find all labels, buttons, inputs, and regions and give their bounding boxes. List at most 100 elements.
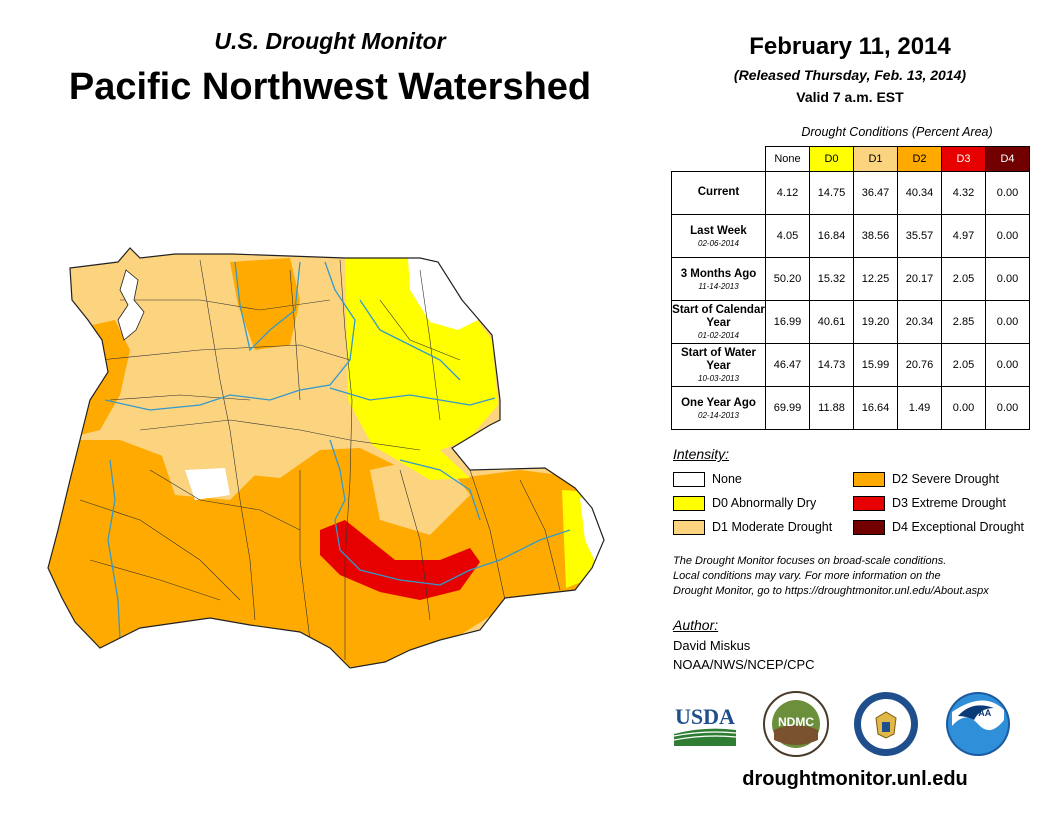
- conditions-header-row: None D0 D1 D2 D3 D4: [672, 146, 1030, 172]
- salmon-river: [399, 459, 481, 521]
- col-d0: D0: [809, 146, 854, 172]
- cell-d2: 40.34: [897, 171, 942, 215]
- disclaimer-note: The Drought Monitor focuses on broad-sca…: [673, 554, 1043, 599]
- col-none: None: [765, 146, 810, 172]
- cell-d3: 2.05: [941, 343, 986, 387]
- map-date: February 11, 2014: [749, 33, 951, 60]
- okanogan-river: [234, 261, 301, 352]
- drought-map: [47, 247, 605, 669]
- cell-d3: 4.97: [941, 214, 986, 258]
- d2-north-cascades-area: [230, 258, 300, 350]
- row-label: Start of Water Year 10-03-2013: [671, 343, 766, 387]
- valid-time: Valid 7 a.m. EST: [796, 89, 904, 105]
- cell-none: 46.47: [765, 343, 810, 387]
- col-d4: D4: [985, 146, 1030, 172]
- cell-none: 69.99: [765, 386, 810, 430]
- cell-d1: 36.47: [853, 171, 898, 215]
- col-d2: D2: [897, 146, 942, 172]
- columbia-river: [104, 261, 356, 411]
- cell-d4: 0.00: [985, 214, 1030, 258]
- note-line-2: Local conditions may vary. For more info…: [673, 570, 941, 582]
- cell-d0: 11.88: [809, 386, 854, 430]
- usda-logo: USDA: [673, 704, 737, 746]
- cell-d0: 40.61: [809, 300, 854, 344]
- cell-d2: 20.76: [897, 343, 942, 387]
- legend-swatch-d1: [673, 520, 705, 535]
- row-label: One Year Ago 02-14-2013: [671, 386, 766, 430]
- none-area-central: [185, 468, 230, 500]
- cell-d4: 0.00: [985, 300, 1030, 344]
- cell-d2: 35.57: [897, 214, 942, 258]
- cell-d1: 12.25: [853, 257, 898, 301]
- row-label: Start of Calendar Year 01-02-2014: [671, 300, 766, 344]
- header-blank-cell: [672, 147, 766, 172]
- snake-river: [329, 439, 571, 586]
- cell-d3: 2.05: [941, 257, 986, 301]
- legend-label-d4: D4 Exceptional Drought: [892, 520, 1025, 534]
- row-label: Current: [671, 171, 766, 215]
- note-line-3: Drought Monitor, go to https://droughtmo…: [673, 585, 989, 597]
- conditions-table: None D0 D1 D2 D3 D4 Current 4.12 14.75 3…: [671, 146, 1030, 430]
- legend-label-d3: D3 Extreme Drought: [892, 496, 1006, 510]
- table-row-start-of-calendar-year: Start of Calendar Year 01-02-2014 16.99 4…: [671, 300, 1030, 344]
- commerce-seal: [854, 692, 918, 756]
- footer-url[interactable]: droughtmonitor.unl.edu: [742, 768, 968, 790]
- ndmc-logo-text: NDMC: [778, 715, 814, 729]
- author-name: David Miskus: [673, 638, 751, 653]
- cell-none: 16.99: [765, 300, 810, 344]
- cell-d4: 0.00: [985, 171, 1030, 215]
- map-subtitle: U.S. Drought Monitor: [214, 28, 446, 54]
- puget-sound-water: [117, 269, 145, 341]
- cell-d4: 0.00: [985, 257, 1030, 301]
- legend-swatch-none: [673, 472, 705, 487]
- d3-southwest-area: [215, 625, 248, 645]
- ndmc-logo: NDMC: [763, 691, 829, 757]
- legend-swatch-d0: [673, 496, 705, 511]
- usda-logo-text: USDA: [675, 704, 735, 729]
- legend-label-d2: D2 Severe Drought: [892, 472, 1000, 486]
- cell-d2: 20.34: [897, 300, 942, 344]
- legend-swatch-d4: [853, 520, 885, 535]
- cell-none: 4.12: [765, 171, 810, 215]
- conditions-caption: Drought Conditions (Percent Area): [801, 125, 993, 139]
- table-row-one-year-ago: One Year Ago 02-14-2013 69.99 11.88 16.64…: [671, 386, 1030, 430]
- author-heading: Author:: [673, 617, 719, 633]
- willamette-river: [107, 459, 121, 641]
- none-area-north: [408, 258, 478, 330]
- cell-d3: 2.85: [941, 300, 986, 344]
- table-row-last-week: Last Week 02-06-2014 4.05 16.84 38.56 35.…: [671, 214, 1030, 258]
- d3-snake-river-area: [320, 520, 480, 600]
- noaa-logo-text: NOAA: [965, 708, 992, 718]
- cell-d3: 4.32: [941, 171, 986, 215]
- cell-d1: 15.99: [853, 343, 898, 387]
- cell-d2: 1.49: [897, 386, 942, 430]
- clark-fork-river: [329, 387, 496, 406]
- region-outline: [47, 247, 605, 669]
- row-label: Last Week 02-06-2014: [671, 214, 766, 258]
- cell-none: 50.20: [765, 257, 810, 301]
- cell-d1: 16.64: [853, 386, 898, 430]
- note-line-1: The Drought Monitor focuses on broad-sca…: [673, 555, 947, 567]
- table-row-current: Current 4.12 14.75 36.47 40.34 4.32 0.00: [671, 171, 1030, 215]
- kootenai-river: [359, 299, 461, 381]
- legend-heading: Intensity:: [673, 446, 730, 462]
- cell-d0: 14.73: [809, 343, 854, 387]
- cell-d1: 38.56: [853, 214, 898, 258]
- cell-d4: 0.00: [985, 386, 1030, 430]
- legend-label-d0: D0 Abnormally Dry: [712, 496, 817, 510]
- legend-swatch-d2: [853, 472, 885, 487]
- row-label: 3 Months Ago 11-14-2013: [671, 257, 766, 301]
- cell-d4: 0.00: [985, 343, 1030, 387]
- col-d3: D3: [941, 146, 986, 172]
- cell-none: 4.05: [765, 214, 810, 258]
- cell-d2: 20.17: [897, 257, 942, 301]
- table-row-3-months-ago: 3 Months Ago 11-14-2013 50.20 15.32 12.25…: [671, 257, 1030, 301]
- col-d1: D1: [853, 146, 898, 172]
- map-title: Pacific Northwest Watershed: [68, 66, 592, 108]
- cell-d0: 16.84: [809, 214, 854, 258]
- table-row-start-of-water-year: Start of Water Year 10-03-2013 46.47 14.7…: [671, 343, 1030, 387]
- author-org: NOAA/NWS/NCEP/CPC: [673, 657, 815, 672]
- cell-d3: 0.00: [941, 386, 986, 430]
- legend-label-none: None: [712, 472, 742, 486]
- none-area-east: [580, 498, 604, 568]
